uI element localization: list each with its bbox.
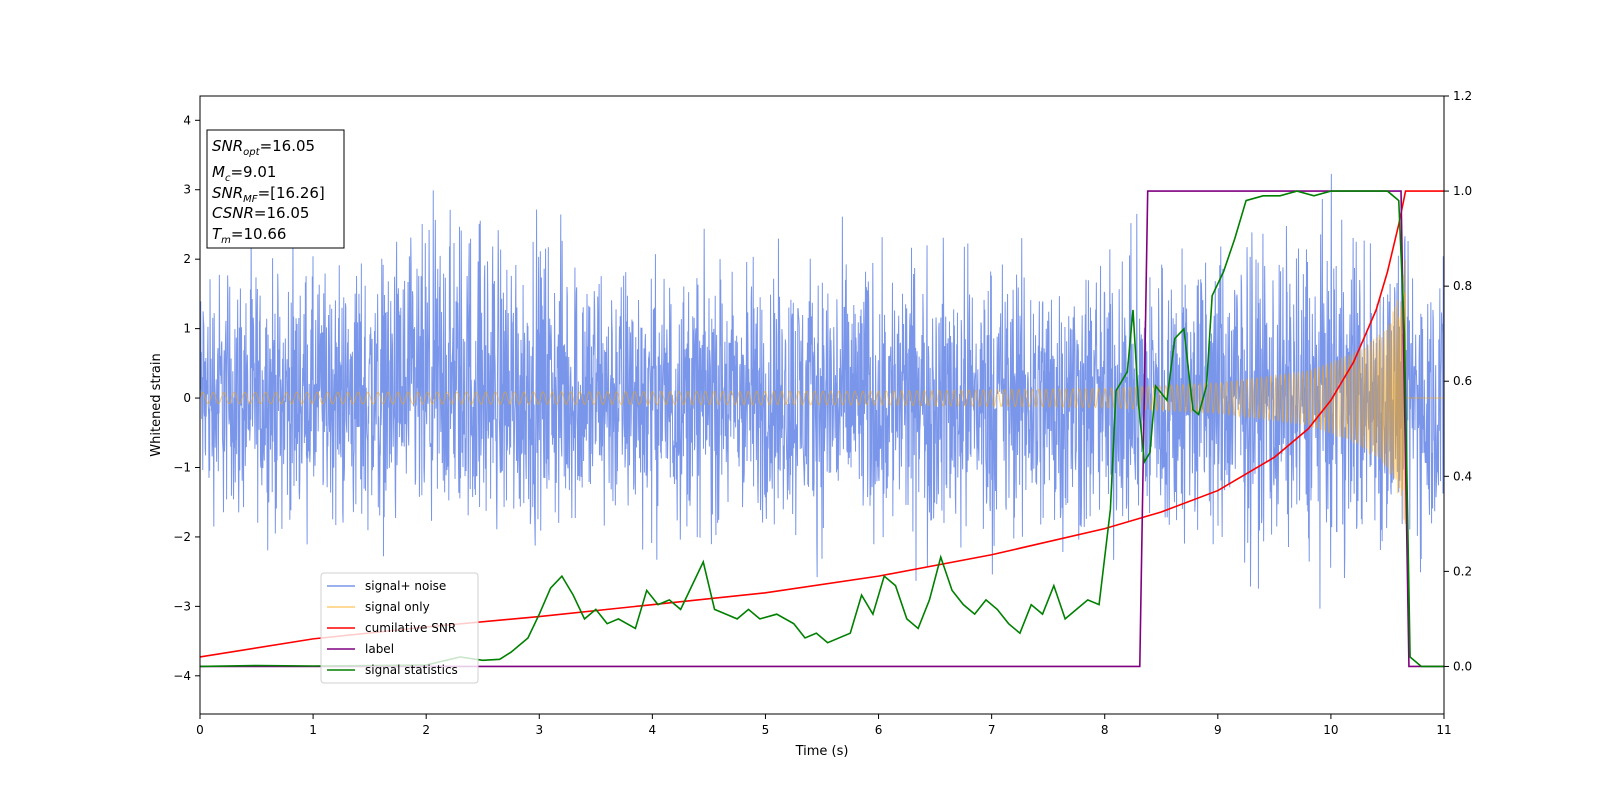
y-right-tick-label: 0.2 bbox=[1453, 564, 1472, 578]
annotation-line: SNRMF=[16.26] bbox=[212, 184, 325, 205]
x-tick-label: 4 bbox=[649, 723, 657, 737]
series-signal-statistics-line bbox=[200, 190, 1444, 668]
y-axis-label: Whitened strain bbox=[149, 353, 164, 456]
legend: signal+ noise signal only cumilative SNR la… bbox=[320, 572, 479, 684]
legend-label-text: signal statistics bbox=[365, 663, 458, 677]
axes-layer: 0 1 2 3 4 5 6 7 8 9 10 11 −4 −3 −2 −1 0 1 2 3 4 0.0 0.2 0.4 0.6 0… bbox=[173, 89, 1472, 737]
x-tick-label: 11 bbox=[1436, 723, 1451, 737]
legend-signal-noise: signal+ noise bbox=[327, 579, 446, 593]
x-tick-label: 10 bbox=[1323, 723, 1338, 737]
y-left-tick-label: −4 bbox=[173, 669, 191, 683]
x-tick-label: 3 bbox=[535, 723, 543, 737]
series-signal-noise-line bbox=[200, 173, 1444, 609]
x-tick-label: 6 bbox=[875, 723, 883, 737]
y-left-tick-label: 1 bbox=[183, 322, 191, 336]
annotation-line: CSNR=16.05 bbox=[212, 204, 309, 222]
series-label-line bbox=[200, 190, 1444, 668]
legend-label-text: signal only bbox=[365, 600, 430, 614]
y-left-tick-label: −3 bbox=[173, 599, 191, 613]
x-tick-label: 9 bbox=[1214, 723, 1222, 737]
annotation-box: SNRopt=16.05 Mc=9.01SNRMF=[16.26]CSNR=16.… bbox=[206, 129, 345, 249]
legend-signal-statistics: signal statistics bbox=[327, 663, 458, 677]
y-left-tick-label: 4 bbox=[183, 113, 191, 127]
legend-label-text: cumilative SNR bbox=[365, 621, 456, 635]
legend-label: label bbox=[327, 642, 394, 656]
y-right-tick-label: 0.0 bbox=[1453, 659, 1472, 673]
x-tick-label: 7 bbox=[988, 723, 996, 737]
x-tick-label: 1 bbox=[309, 723, 317, 737]
y-left-tick-label: −2 bbox=[173, 530, 191, 544]
y-left-tick-label: −1 bbox=[173, 460, 191, 474]
legend-label-text: label bbox=[365, 642, 394, 656]
series-cumulative-snr-line bbox=[200, 190, 1444, 658]
annotation-line: Tm=10.66 bbox=[212, 225, 286, 246]
x-tick-label: 2 bbox=[422, 723, 430, 737]
y-left-tick-label: 0 bbox=[183, 391, 191, 405]
legend-label-text: signal+ noise bbox=[365, 579, 446, 593]
y-left-tick-label: 3 bbox=[183, 183, 191, 197]
plot-frame bbox=[199, 95, 1445, 715]
x-tick-label: 8 bbox=[1101, 723, 1109, 737]
series-signal-only-line bbox=[200, 259, 1444, 524]
legend-cumulative-snr: cumilative SNR bbox=[327, 621, 456, 635]
legend-signal-only: signal only bbox=[327, 600, 430, 614]
x-axis-label: Time (s) bbox=[795, 744, 849, 759]
x-tick-label: 5 bbox=[762, 723, 770, 737]
y-right-tick-label: 0.6 bbox=[1453, 374, 1472, 388]
y-right-tick-label: 1.2 bbox=[1453, 89, 1472, 103]
y-right-tick-label: 1.0 bbox=[1453, 184, 1472, 198]
y-left-tick-label: 2 bbox=[183, 252, 191, 266]
y-right-tick-label: 0.4 bbox=[1453, 469, 1472, 483]
x-tick-label: 0 bbox=[196, 723, 204, 737]
annotation-line: SNRopt=16.05 bbox=[212, 137, 315, 158]
annotation-line: Mc=9.01 bbox=[212, 163, 276, 184]
series-layer bbox=[200, 173, 1444, 668]
y-right-tick-label: 0.8 bbox=[1453, 279, 1472, 293]
